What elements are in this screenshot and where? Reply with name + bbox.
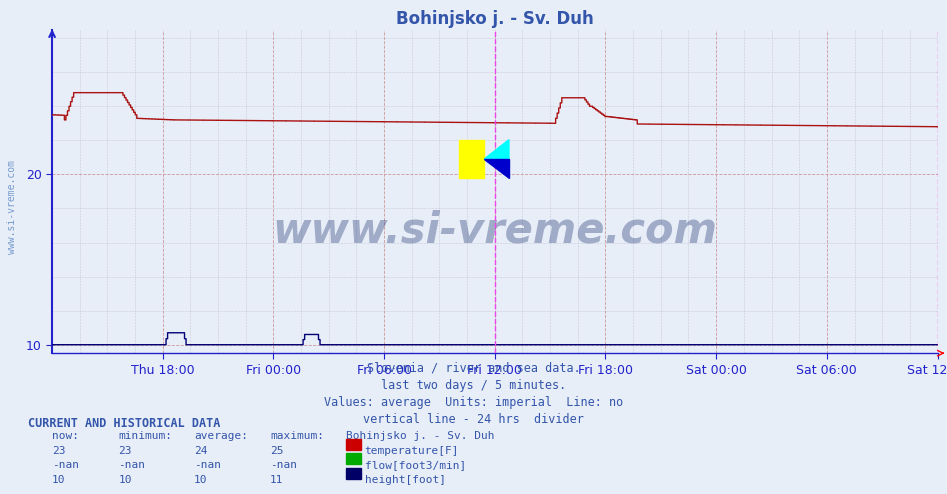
Text: height[foot]: height[foot] (365, 475, 446, 485)
Text: 25: 25 (270, 446, 283, 455)
Text: maximum:: maximum: (270, 431, 324, 441)
Text: -nan: -nan (52, 460, 80, 470)
Text: average:: average: (194, 431, 248, 441)
Text: www.si-vreme.com: www.si-vreme.com (273, 209, 717, 251)
Text: -nan: -nan (270, 460, 297, 470)
Text: CURRENT AND HISTORICAL DATA: CURRENT AND HISTORICAL DATA (28, 417, 221, 430)
Polygon shape (484, 159, 509, 178)
Text: temperature[F]: temperature[F] (365, 446, 459, 455)
Text: www.si-vreme.com: www.si-vreme.com (8, 161, 17, 254)
Text: Bohinjsko j. - Sv. Duh: Bohinjsko j. - Sv. Duh (346, 431, 494, 441)
Text: -nan: -nan (118, 460, 146, 470)
Text: 11: 11 (270, 475, 283, 485)
Text: 10: 10 (194, 475, 207, 485)
Text: -nan: -nan (194, 460, 222, 470)
Polygon shape (484, 140, 509, 159)
Text: 10: 10 (52, 475, 65, 485)
Text: minimum:: minimum: (118, 431, 172, 441)
Text: 23: 23 (118, 446, 132, 455)
Text: Slovenia / river and sea data.
last two days / 5 minutes.
Values: average  Units: Slovenia / river and sea data. last two … (324, 362, 623, 426)
Text: 24: 24 (194, 446, 207, 455)
Text: flow[foot3/min]: flow[foot3/min] (365, 460, 466, 470)
Text: 23: 23 (52, 446, 65, 455)
Bar (459, 140, 484, 178)
Title: Bohinjsko j. - Sv. Duh: Bohinjsko j. - Sv. Duh (396, 10, 594, 28)
Text: 10: 10 (118, 475, 132, 485)
Text: now:: now: (52, 431, 80, 441)
